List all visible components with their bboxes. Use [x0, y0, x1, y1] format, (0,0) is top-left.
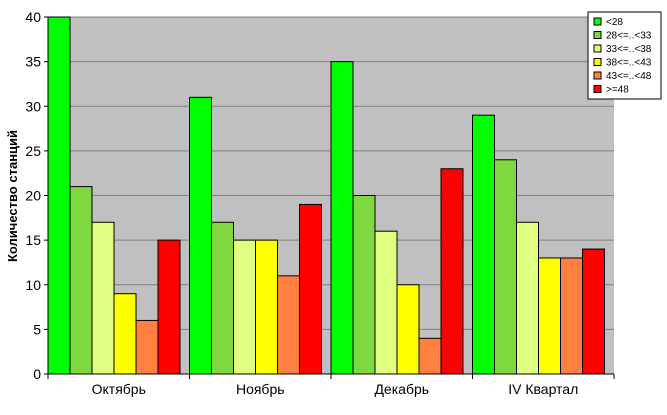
legend-swatch — [593, 44, 602, 53]
legend-swatch — [593, 31, 602, 39]
bar — [47, 16, 71, 375]
y-tick-label: 15 — [25, 232, 41, 248]
legend-label: 38<=..<43 — [606, 58, 652, 69]
bar — [538, 257, 561, 375]
legend-label: <28 — [606, 17, 623, 28]
y-tick-labels: 0 5 10 15 20 25 30 35 40 — [25, 9, 41, 382]
axes — [44, 16, 615, 379]
bar — [157, 239, 181, 375]
y-tick-label: 5 — [33, 321, 41, 337]
bar — [352, 195, 376, 375]
bar — [255, 239, 278, 375]
bars — [47, 16, 605, 375]
y-tick-label: 35 — [25, 54, 41, 70]
y-tick-label: 40 — [25, 9, 41, 25]
legend-swatch — [593, 85, 602, 93]
bar — [277, 275, 300, 375]
bar — [418, 337, 442, 375]
x-tick-label: IV Квартал — [508, 381, 578, 397]
bar — [113, 293, 137, 375]
legend-box — [587, 11, 662, 100]
bar — [69, 186, 93, 375]
legend-label: 33<=..<38 — [606, 44, 652, 55]
bar — [494, 159, 517, 375]
y-tick-label: 20 — [25, 188, 41, 204]
bar — [233, 239, 256, 375]
legend-label: >=48 — [606, 85, 629, 96]
y-axis-label: Количество станций — [5, 130, 20, 262]
bar — [516, 221, 539, 375]
bar — [440, 168, 464, 375]
y-tick-label: 0 — [33, 366, 41, 382]
legend-swatch — [593, 17, 602, 26]
bar — [472, 114, 495, 375]
bar — [374, 230, 398, 375]
legend-swatch — [593, 71, 602, 80]
bar — [396, 284, 420, 375]
legend-label: 28<=..<33 — [606, 31, 652, 42]
x-tick-label: Октябрь — [92, 381, 146, 397]
y-tick-label: 25 — [25, 143, 41, 159]
legend-swatch — [593, 58, 602, 66]
bar — [211, 221, 234, 375]
legend: <28 28<=..<33 33<=..<38 38<=..<43 43<=..<48 >… — [587, 11, 662, 100]
bar — [299, 203, 322, 375]
bar — [189, 96, 212, 375]
x-tick-label: Ноябрь — [236, 381, 285, 397]
y-tick-label: 30 — [25, 98, 41, 114]
x-tick-label: Декабрь — [374, 381, 429, 397]
bar — [560, 257, 583, 375]
legend-label: 43<=..<48 — [606, 71, 652, 82]
bar — [91, 221, 115, 375]
bar — [582, 248, 605, 375]
y-tick-label: 10 — [25, 277, 41, 293]
x-tick-labels: Октябрь Ноябрь Декабрь IV Квартал — [92, 381, 579, 397]
bar — [135, 319, 159, 375]
bar — [330, 61, 354, 375]
